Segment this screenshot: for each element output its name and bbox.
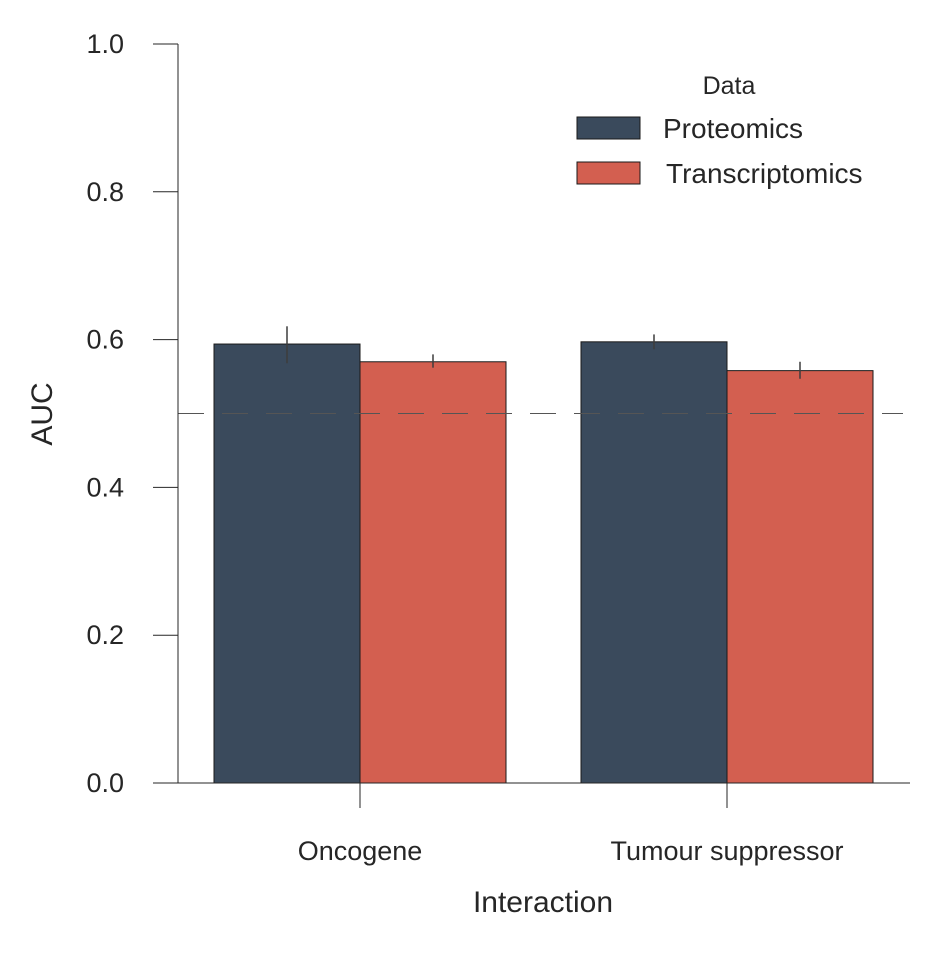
legend-label-proteomics: Proteomics: [663, 113, 803, 144]
legend-swatch-proteomics: [576, 116, 641, 140]
y-tick-label: 0.0: [86, 768, 124, 798]
bar-transcriptomics-tumour-suppressor: [726, 370, 874, 784]
y-tick-label: 0.4: [86, 472, 124, 502]
y-tick-label: 1.0: [86, 29, 124, 59]
bar-proteomics-oncogene: [213, 343, 361, 784]
bars-layer: [213, 341, 874, 784]
y-tick-label: 0.6: [86, 325, 124, 355]
x-tick-label: Oncogene: [298, 836, 423, 866]
x-axis-title: Interaction: [473, 886, 613, 919]
bar-proteomics-tumour-suppressor: [580, 341, 728, 784]
x-tick-label: Tumour suppressor: [610, 836, 843, 866]
legend: Data Proteomics Transcriptomics: [576, 72, 863, 189]
y-tick-label: 0.2: [86, 620, 124, 650]
axes-layer: 0.0 0.2 0.4 0.6 0.8 1.0 Oncogene Tumour suppres…: [26, 29, 910, 919]
legend-title: Data: [703, 72, 756, 100]
legend-label-transcriptomics: Transcriptomics: [666, 158, 863, 189]
legend-swatch-transcriptomics: [576, 161, 641, 185]
y-tick-label: 0.8: [86, 177, 124, 207]
error-bars-layer: [286, 326, 801, 379]
bar-transcriptomics-oncogene: [359, 361, 507, 784]
y-axis-title: AUC: [26, 382, 59, 445]
